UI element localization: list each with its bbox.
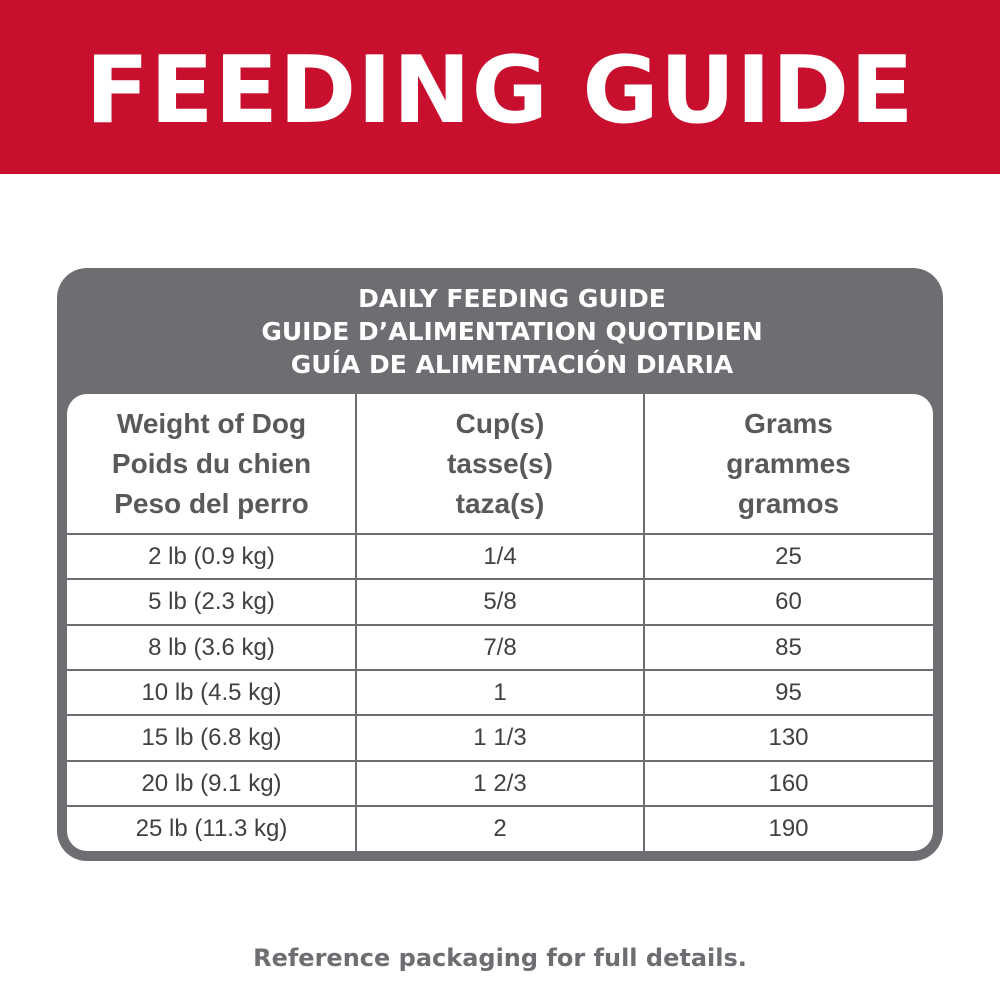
feeding-guide-card: DAILY FEEDING GUIDE GUIDE D’ALIMENTATION… bbox=[57, 268, 943, 861]
cell-weight: 20 lb (9.1 kg) bbox=[141, 769, 282, 797]
cell-cups: 7/8 bbox=[483, 633, 517, 661]
header-grams-en: Grams bbox=[744, 408, 833, 439]
card-title-french: GUIDE D’ALIMENTATION QUOTIDIEN bbox=[261, 317, 763, 346]
row-divider bbox=[67, 578, 933, 581]
cell-grams: 85 bbox=[775, 633, 802, 661]
cell-cups: 2 bbox=[493, 814, 507, 842]
header-cups-en: Cup(s) bbox=[455, 408, 545, 439]
cell-grams: 25 bbox=[775, 543, 802, 570]
cell-weight: 25 lb (11.3 kg) bbox=[135, 814, 288, 842]
row-divider bbox=[67, 533, 933, 535]
header-cups-es: taza(s) bbox=[455, 488, 545, 519]
header-weight-en: Weight of Dog bbox=[116, 408, 307, 439]
cell-grams: 130 bbox=[768, 724, 809, 752]
card-title-english: DAILY FEEDING GUIDE bbox=[358, 284, 666, 313]
row-divider bbox=[67, 804, 933, 807]
cell-weight: 15 lb (6.8 kg) bbox=[141, 724, 282, 752]
header-cups: Cup(s) tasse(s) taza(s) bbox=[356, 394, 644, 534]
cell-weight: 10 lb (4.5 kg) bbox=[141, 678, 282, 706]
row-divider bbox=[67, 714, 933, 717]
cell-grams: 190 bbox=[768, 814, 809, 842]
cell-cups: 1/4 bbox=[483, 543, 517, 570]
cell-weight: 8 lb (3.6 kg) bbox=[148, 633, 275, 661]
header-cups-fr: tasse(s) bbox=[447, 448, 553, 479]
header-weight: Weight of Dog Poids du chien Peso del pe… bbox=[67, 394, 356, 534]
cell-grams: 95 bbox=[775, 678, 802, 706]
row-divider bbox=[67, 623, 933, 626]
cell-cups: 1 2/3 bbox=[473, 769, 527, 797]
column-divider bbox=[355, 394, 357, 851]
header-weight-es: Peso del perro bbox=[114, 488, 309, 519]
cell-cups: 1 1/3 bbox=[473, 724, 527, 752]
card-title-spanish: GUÍA DE ALIMENTACIÓN DIARIA bbox=[290, 350, 734, 379]
header-grams: Grams grammes gramos bbox=[644, 394, 933, 534]
cell-weight: 2 lb (0.9 kg) bbox=[148, 543, 275, 570]
row-divider bbox=[67, 759, 933, 762]
header-weight-fr: Poids du chien bbox=[111, 448, 312, 479]
footer-note: Reference packaging for full details. bbox=[253, 944, 747, 972]
card-title: DAILY FEEDING GUIDE GUIDE D’ALIMENTATION… bbox=[222, 282, 802, 381]
cell-cups: 5/8 bbox=[483, 588, 517, 616]
header-grams-fr: grammes bbox=[726, 448, 851, 479]
cell-grams: 160 bbox=[768, 769, 809, 797]
row-divider bbox=[67, 668, 933, 671]
cell-cups: 1 bbox=[493, 678, 507, 706]
cell-weight: 5 lb (2.3 kg) bbox=[148, 588, 275, 616]
column-divider bbox=[643, 394, 645, 851]
page-title: FEEDING GUIDE bbox=[85, 36, 915, 144]
header-grams-es: gramos bbox=[737, 488, 840, 519]
cell-grams: 60 bbox=[775, 588, 802, 616]
feeding-table: Weight of Dog Poids du chien Peso del pe… bbox=[67, 394, 933, 851]
header-banner: FEEDING GUIDE bbox=[0, 0, 1000, 174]
